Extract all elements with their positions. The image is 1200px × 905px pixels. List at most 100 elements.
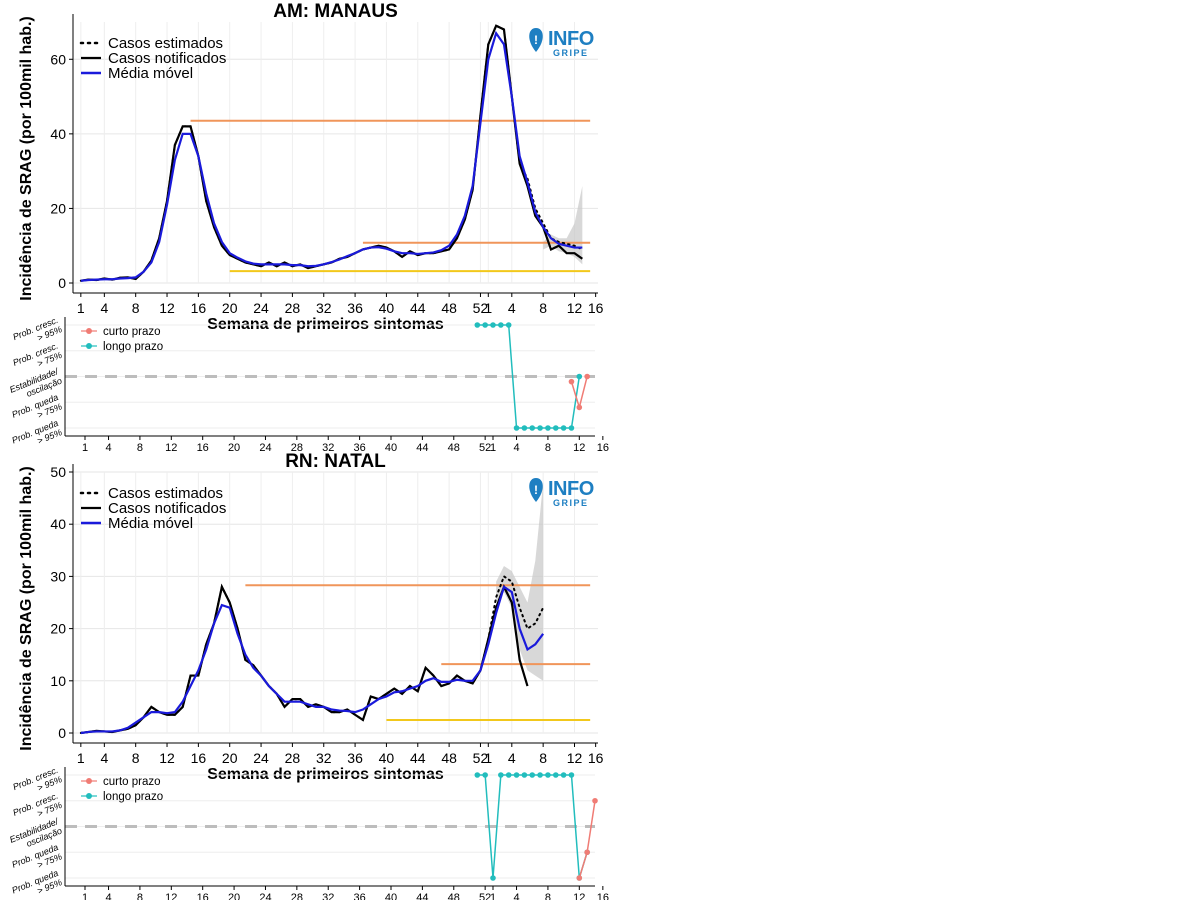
trend-short-term-line — [578, 800, 596, 879]
y-tick-label: 20 — [50, 200, 66, 216]
trend-x-tick-label: 20 — [228, 442, 240, 454]
trend-long-term-point — [537, 772, 543, 778]
trend-x-tick-label: 44 — [416, 892, 428, 900]
logo-pin-icon — [529, 28, 543, 52]
trend-long-term-point — [521, 425, 528, 431]
x-tick-label: 16 — [588, 750, 604, 766]
x-tick-label: 24 — [253, 300, 269, 316]
trend-x-tick-label: 12 — [165, 892, 177, 900]
legend-long-term: longo prazo — [103, 341, 163, 353]
x-tick-label: 20 — [222, 300, 238, 316]
trend-long-term-point — [529, 425, 536, 431]
trend-x-tick-label: 32 — [322, 442, 334, 454]
trend-x-tick-label: 24 — [259, 442, 271, 454]
trend-long-term-point — [537, 425, 543, 431]
legend-long-term: longo prazo — [103, 791, 163, 803]
trend-x-tick-label: 16 — [597, 442, 609, 454]
x-tick-label: 4 — [100, 300, 108, 316]
legend-moving-avg: Média móvel — [108, 515, 193, 532]
trend-long-term-point — [513, 772, 520, 778]
trend-long-term-point — [505, 322, 512, 328]
trend-x-tick-label: 16 — [197, 892, 209, 900]
trend-x-tick-label: 28 — [291, 442, 303, 454]
y-tick-label: 10 — [50, 673, 66, 689]
x-tick-label: 44 — [410, 750, 426, 766]
trend-x-tick-label: 36 — [353, 442, 365, 454]
logo-pin-icon — [529, 478, 543, 502]
x-tick-label: 16 — [191, 750, 207, 766]
trend-long-term-point — [568, 425, 575, 431]
trend-x-tick-label: 4 — [105, 442, 111, 454]
trend-x-tick-label: 8 — [545, 892, 551, 900]
trend-x-tick-label: 44 — [416, 442, 428, 454]
x-tick-label: 8 — [132, 750, 140, 766]
trend-long-term-point — [568, 772, 575, 778]
trend-long-term-point — [560, 772, 567, 778]
logo-pin-mark: ! — [534, 483, 538, 497]
trend-long-term-point — [529, 772, 536, 778]
trend-short-term-point — [576, 875, 583, 881]
x-tick-label: 8 — [539, 750, 547, 766]
x-tick-label: 48 — [441, 300, 457, 316]
trend-x-tick-label: 12 — [573, 442, 585, 454]
trend-x-tick-label: 12 — [573, 892, 585, 900]
logo-text-info: INFO — [548, 478, 594, 500]
trend-x-tick-label: 16 — [197, 442, 209, 454]
trend-x-tick-label: 36 — [353, 892, 365, 900]
chart-title: AM: MANAUS — [273, 1, 398, 22]
x-tick-label: 20 — [222, 750, 238, 766]
trend-short-term-point — [576, 404, 583, 411]
trend-long-term-point — [545, 425, 551, 431]
logo-text-gripe: GRIPE — [553, 498, 589, 508]
x-tick-label: 8 — [132, 300, 140, 316]
trend-long-term-point — [482, 772, 488, 778]
trend-x-tick-label: 1 — [82, 442, 88, 454]
trend-long-term-point — [513, 425, 520, 431]
x-tick-label: 12 — [159, 750, 175, 766]
x-tick-label: 8 — [539, 300, 547, 316]
x-tick-label: 16 — [191, 300, 207, 316]
uncertainty-band — [496, 482, 544, 681]
legend-notified: Casos notificados — [108, 50, 226, 67]
trend-long-term-point — [521, 772, 528, 778]
y-tick-label: 0 — [58, 275, 66, 291]
trend-y-tick-label: Prob. queda> 95% — [10, 868, 63, 900]
trend-x-tick-label: 40 — [385, 892, 397, 900]
x-tick-label: 1 — [484, 300, 492, 316]
trend-x-tick-label: 48 — [448, 442, 460, 454]
x-tick-label: 12 — [567, 300, 583, 316]
x-tick-label: 40 — [379, 750, 395, 766]
x-tick-label: 32 — [316, 750, 332, 766]
y-tick-label: 60 — [50, 51, 66, 67]
trend-x-tick-label: 4 — [105, 892, 111, 900]
x-tick-label: 52 — [473, 300, 489, 316]
series-moving-average — [80, 30, 583, 282]
x-tick-label: 52 — [473, 750, 489, 766]
x-tick-label: 1 — [77, 750, 85, 766]
y-axis-label: Incidência de SRAG (por 100mil hab.) — [18, 16, 35, 301]
trend-x-tick-label: 28 — [291, 892, 303, 900]
trend-x-tick-label: 8 — [137, 892, 143, 900]
x-tick-label: 4 — [100, 750, 108, 766]
x-tick-label: 4 — [508, 750, 516, 766]
trend-long-term-point — [545, 772, 551, 778]
y-tick-label: 0 — [58, 725, 66, 741]
trend-long-term-point — [490, 322, 496, 328]
y-tick-label: 40 — [50, 516, 66, 532]
uncertainty-band — [543, 186, 583, 265]
trend-x-tick-label: 8 — [545, 442, 551, 454]
y-tick-label: 40 — [50, 126, 66, 142]
trend-short-term-point — [584, 849, 590, 856]
legend-short-term: curto prazo — [103, 776, 161, 788]
x-tick-label: 4 — [508, 300, 516, 316]
legend-moving-avg: Média móvel — [108, 65, 193, 82]
legend-short-term: curto prazo — [103, 326, 161, 338]
grid — [73, 471, 598, 734]
trend-long-term-point — [552, 425, 559, 431]
x-tick-label: 36 — [347, 750, 363, 766]
y-tick-label: 20 — [50, 621, 66, 637]
